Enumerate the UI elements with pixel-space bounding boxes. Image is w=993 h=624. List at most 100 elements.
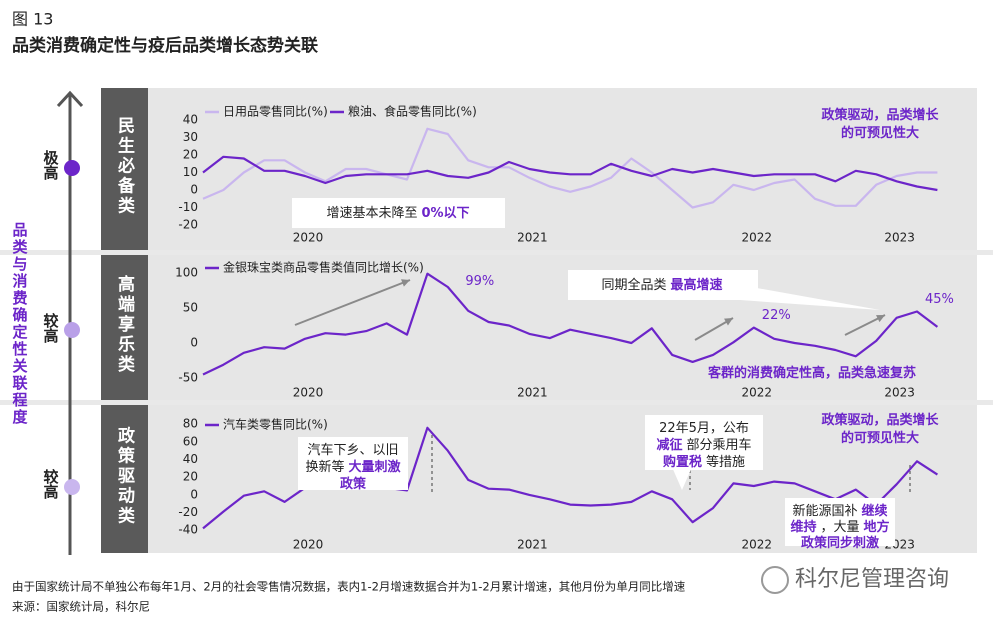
annotation-segment: 的可预见性大 xyxy=(841,430,919,446)
panel-background xyxy=(148,255,977,400)
source: 来源：国家统计局，科尔尼 xyxy=(12,600,150,614)
annotation: 政策同步刺激 xyxy=(801,535,880,551)
annotation: 换新等 大量刺激 xyxy=(305,459,401,475)
y-tick-label: 50 xyxy=(183,301,198,315)
annotation-box xyxy=(292,198,505,228)
y-tick-label: 20 xyxy=(183,470,198,484)
panel-label-bg xyxy=(101,88,148,250)
series-line xyxy=(202,127,938,209)
annotation-segment: 政策驱动，品类增长 xyxy=(821,107,939,123)
level-dot xyxy=(64,160,80,176)
y-tick-label: -10 xyxy=(178,200,198,214)
annotation: 购置税 等措施 xyxy=(663,454,745,470)
level-label: 较高 xyxy=(42,312,60,344)
annotation-box xyxy=(298,437,408,490)
level-label: 极高 xyxy=(42,149,60,181)
legend-label: 日用品零售同比(%) xyxy=(223,104,328,119)
x-tick-label: 2020 xyxy=(293,538,324,552)
x-tick-label: 2021 xyxy=(517,231,548,245)
trend-arrowhead xyxy=(401,279,410,287)
annotation-box xyxy=(645,415,763,470)
y-tick-label: 0 xyxy=(190,336,198,350)
annotation-segment: 的可预见性大 xyxy=(841,125,919,141)
annotation-segment: 换新等 xyxy=(305,459,344,475)
annotation-segment: 最高增速 xyxy=(671,277,723,293)
y-tick-label: 80 xyxy=(183,417,198,431)
annotation: 新能源国补 继续 xyxy=(792,503,887,519)
y-tick-label: -50 xyxy=(178,371,198,385)
annotation-segment: ，大量 xyxy=(820,520,859,535)
panel-label-bg xyxy=(101,405,148,553)
panel-label: 高端享乐类 xyxy=(114,274,135,375)
annotation-box xyxy=(568,270,758,300)
panel-label: 民生必备类 xyxy=(114,116,136,216)
annotation-segment: 地方 xyxy=(864,519,890,535)
y-tick-label: 0 xyxy=(190,183,198,197)
annotation: 的可预见性大 xyxy=(841,430,919,446)
y-tick-label: 40 xyxy=(183,452,198,466)
trend-arrowhead xyxy=(724,318,733,326)
y-tick-label: -20 xyxy=(178,218,198,232)
annotation-segment: 0%以下 xyxy=(421,206,469,221)
annotation-segment: 政策同步刺激 xyxy=(801,535,880,551)
value-label: 22% xyxy=(762,308,791,323)
annotation: 同期全品类 最高增速 xyxy=(601,277,722,293)
annotation-segment: 继续 xyxy=(862,503,888,519)
annotation: 增速基本未降至 0%以下 xyxy=(326,206,469,221)
value-label: 45% xyxy=(925,292,954,307)
annotation-segment: 等措施 xyxy=(706,454,745,470)
footnote: 由于国家统计局不单独公布每年1月、2月的社会零售情况数据，表内1-2月增速数据合… xyxy=(12,580,686,594)
callout-pointer xyxy=(672,467,692,490)
x-tick-label: 2023 xyxy=(884,231,915,245)
annotation-segment: 客群的消费确定性高，品类急速复苏 xyxy=(708,365,916,381)
annotation-segment: 22年5月，公布 xyxy=(659,421,749,436)
annotation-segment: 汽车下乡、以旧 xyxy=(307,442,398,458)
annotation: 22年5月，公布 xyxy=(659,421,749,436)
level-dot xyxy=(64,479,80,495)
y-tick-label: -40 xyxy=(178,523,198,537)
annotation-segment: 购置税 xyxy=(663,454,702,470)
annotation-segment: 部分乘用车 xyxy=(687,437,752,453)
annotation-segment: 大量刺激 xyxy=(349,459,402,475)
annotation: 减征 部分乘用车 xyxy=(656,437,751,453)
side-axis-arrow xyxy=(56,90,84,108)
x-tick-label: 2021 xyxy=(517,538,548,552)
callout-pointer xyxy=(740,285,880,310)
level-dot xyxy=(64,322,80,338)
y-tick-label: 20 xyxy=(183,148,198,162)
panel-background xyxy=(148,88,977,250)
figure-label: 图 13 xyxy=(12,10,53,29)
y-tick-label: -20 xyxy=(178,505,198,519)
x-tick-label: 2022 xyxy=(742,538,773,552)
separator xyxy=(0,400,993,405)
y-tick-label: 30 xyxy=(183,130,198,144)
annotation: 维持 ，大量 地方 xyxy=(790,519,889,535)
trend-arrow xyxy=(294,279,411,326)
legend-label: 粮油、食品零售同比(%) xyxy=(348,104,477,119)
annotation-segment: 新能源国补 xyxy=(792,503,857,519)
y-tick-label: 40 xyxy=(183,113,198,127)
annotation: 客群的消费确定性高，品类急速复苏 xyxy=(708,365,916,381)
x-tick-label: 2021 xyxy=(517,386,548,400)
separator xyxy=(0,250,993,255)
annotation-segment: 减征 xyxy=(656,437,682,453)
panels: 民生必备类 -20 -10 0 10 20 30 40 2020 2021 2022 2023 日用品零… xyxy=(101,88,977,553)
series-line xyxy=(202,155,938,192)
annotation-segment: 政策 xyxy=(340,476,367,492)
level-label: 较高 xyxy=(42,468,60,500)
series-line xyxy=(202,272,939,376)
annotation-segment: 增速基本未降至 xyxy=(326,206,417,221)
annotation-segment: 政策驱动，品类增长 xyxy=(821,412,939,428)
annotation-box xyxy=(785,498,895,546)
x-tick-label: 2020 xyxy=(293,386,324,400)
value-label: 99% xyxy=(465,274,494,289)
legend-label: 汽车类零售同比(%) xyxy=(223,417,328,432)
annotation: 汽车下乡、以旧 xyxy=(307,442,398,458)
watermark: 科尔尼管理咨询 xyxy=(795,567,949,592)
panel-label-bg xyxy=(101,255,148,400)
y-tick-label: 100 xyxy=(175,266,198,280)
annotation-segment: 同期全品类 xyxy=(601,277,666,293)
x-tick-label: 2022 xyxy=(742,231,773,245)
figure-title: 品类消费确定性与疫后品类增长态势关联 xyxy=(12,35,318,56)
